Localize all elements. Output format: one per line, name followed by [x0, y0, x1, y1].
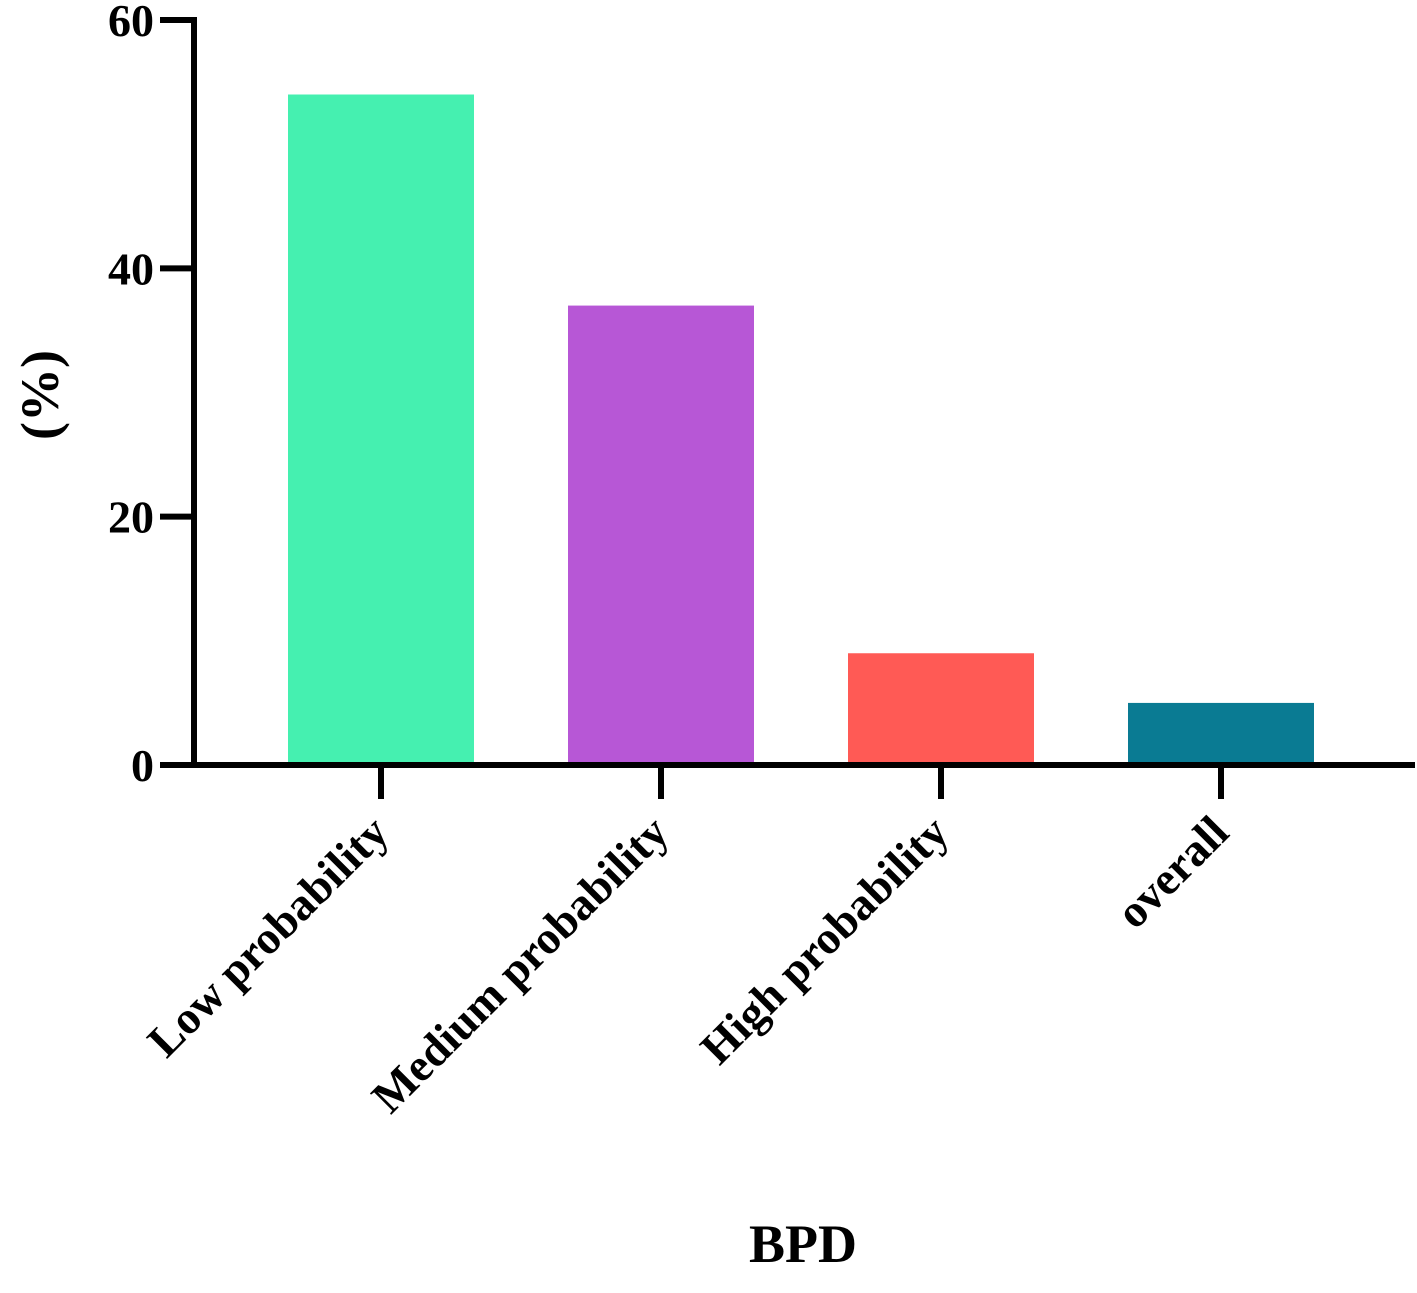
x-category-label: Low probability [138, 806, 399, 1067]
bars-group [288, 94, 1314, 765]
y-axis-title: (%) [10, 350, 70, 440]
y-tick-label: 60 [108, 0, 154, 46]
x-category-label: High probability [690, 806, 958, 1074]
y-axis-ticks: 0 20 40 60 [108, 0, 194, 791]
x-category-label: overall [1106, 806, 1238, 938]
bar-medium-probability [568, 305, 754, 765]
bar-overall [1128, 702, 1314, 765]
y-tick-label: 0 [131, 740, 154, 791]
x-axis-title: BPD [749, 1214, 857, 1274]
y-tick-label: 40 [108, 243, 154, 294]
bar-high-probability [848, 653, 1034, 765]
y-tick-label: 20 [108, 492, 154, 543]
bar-low-probability [288, 94, 474, 765]
x-category-label: Medium probability [362, 806, 678, 1122]
